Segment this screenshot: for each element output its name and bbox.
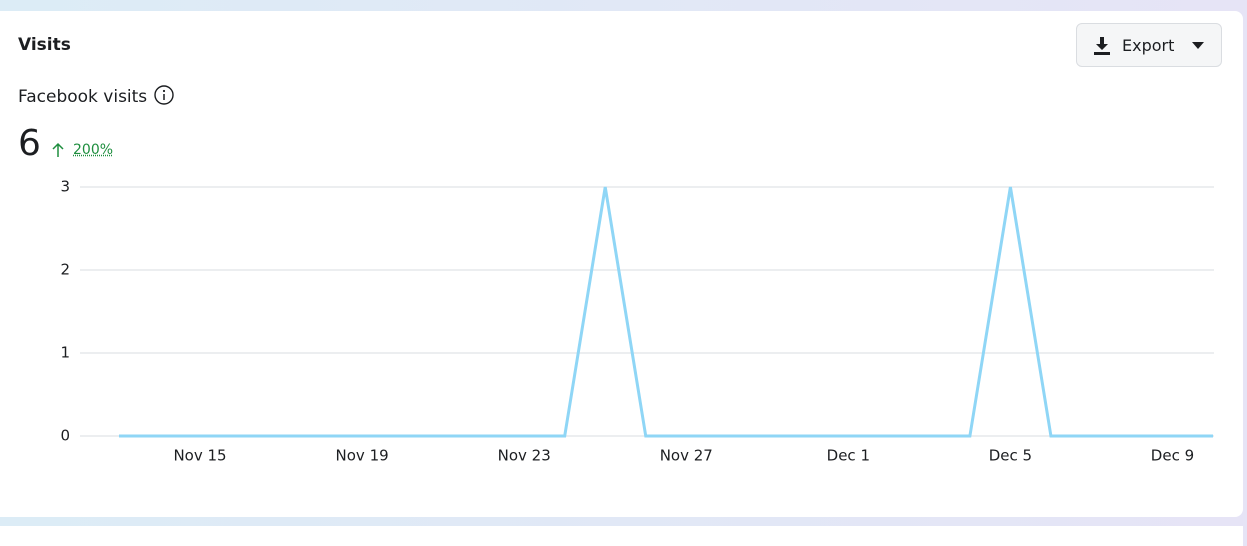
metric-label-text: Facebook visits xyxy=(18,87,148,107)
section-title: Visits xyxy=(18,35,71,55)
caret-icon xyxy=(1192,42,1204,49)
x-tick-label: Dec 9 xyxy=(1151,447,1194,465)
x-tick-label: Nov 15 xyxy=(173,447,226,465)
y-tick-label: 3 xyxy=(60,178,70,196)
x-tick-label: Nov 23 xyxy=(498,447,551,465)
x-tick-label: Dec 1 xyxy=(827,447,870,465)
metric-change[interactable]: 200% xyxy=(73,142,114,158)
x-tick-label: Dec 5 xyxy=(989,447,1032,465)
download-icon xyxy=(1094,37,1110,55)
x-tick-label: Nov 19 xyxy=(336,447,389,465)
y-tick-label: 1 xyxy=(60,344,70,362)
y-tick-label: 2 xyxy=(60,261,70,279)
page: Visits Export Facebook visits 6 200% 0 1 2… xyxy=(0,0,1247,534)
export-label: Export xyxy=(1122,36,1175,55)
chart: 0 1 2 3 Nov 15 Nov 19 Nov 23 Nov 27 Dec 1 Dec 5 De… xyxy=(60,178,1214,465)
line xyxy=(119,186,1213,438)
y-tick-label: 0 xyxy=(60,427,70,445)
metric-value: 6 xyxy=(18,123,41,164)
metric-label: Facebook visits xyxy=(18,84,175,107)
info-icon[interactable] xyxy=(153,84,175,106)
x-tick-label: Nov 27 xyxy=(660,447,713,465)
up-arrow xyxy=(52,142,64,157)
export-button[interactable]: Export xyxy=(1076,23,1222,67)
card xyxy=(0,11,1243,517)
